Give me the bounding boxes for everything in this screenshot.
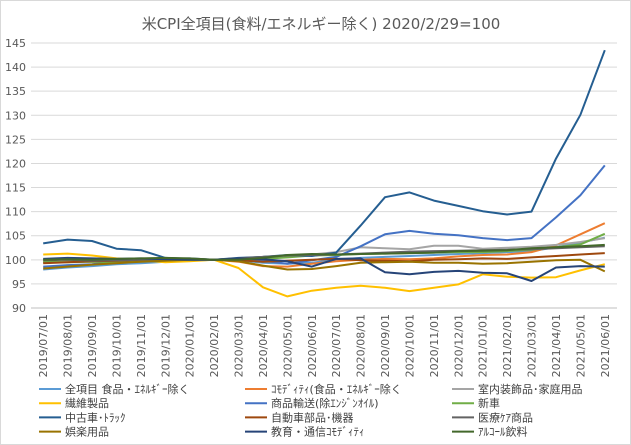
x-tick-label: 2019/12/01 — [159, 314, 172, 377]
legend-label: 娯楽用品 — [65, 425, 109, 439]
legend-label: 商品輸送(除ｴﾝｼﾞﾝｵｲﾙ) — [271, 396, 379, 410]
x-tick-label: 2020/03/01 — [233, 314, 246, 377]
y-axis-ticks: 90 95 100 105 110 115 120 125 130 135 140 145 — [5, 37, 26, 315]
y-tick-label: 105 — [5, 230, 26, 243]
x-tick-label: 2021/02/01 — [501, 314, 514, 377]
legend-label: 全項目 食品・ｴﾈﾙｷﾞｰ除く — [65, 382, 190, 396]
x-tick-label: 2019/07/01 — [37, 314, 50, 377]
chart-title: 米CPI全項目(食料/エネルギー除く) 2020/2/29=100 — [142, 15, 501, 33]
x-tick-label: 2020/09/01 — [379, 314, 392, 377]
y-tick-label: 115 — [5, 182, 26, 195]
x-tick-label: 2021/01/01 — [477, 314, 490, 377]
x-tick-label: 2020/06/01 — [306, 314, 319, 377]
x-tick-label: 2019/11/01 — [135, 314, 148, 377]
legend-label: 室内装飾品･家庭用品 — [478, 382, 583, 396]
x-tick-label: 2020/07/01 — [330, 314, 343, 377]
x-tick-label: 2020/10/01 — [403, 314, 416, 377]
y-tick-label: 145 — [5, 37, 26, 50]
y-tick-label: 90 — [12, 302, 26, 315]
y-tick-label: 120 — [5, 157, 26, 170]
x-tick-label: 2021/03/01 — [526, 314, 539, 377]
x-tick-label: 2019/10/01 — [110, 314, 123, 377]
y-tick-label: 140 — [5, 61, 26, 74]
series-line: 中古車･ﾄﾗｯｸ — [43, 49, 606, 261]
x-tick-label: 2021/06/01 — [599, 314, 612, 377]
legend-label: 中古車･ﾄﾗｯｸ — [65, 410, 126, 424]
y-tick-label: 110 — [5, 206, 26, 219]
y-tick-label: 100 — [5, 254, 26, 267]
y-tick-label: 95 — [12, 278, 26, 291]
x-tick-label: 2019/09/01 — [86, 314, 99, 377]
legend-label: ｺﾓﾃﾞｨﾃｨ(食品・ｴﾈﾙｷﾞｰ除く — [271, 382, 402, 396]
x-tick-label: 2020/01/01 — [184, 314, 197, 377]
x-tick-label: 2021/04/01 — [550, 314, 563, 377]
legend: 全項目 食品・ｴﾈﾙｷﾞｰ除く ｺﾓﾃﾞｨﾃｨ(食品・ｴﾈﾙｷﾞｰ除く 室内装飾品･… — [39, 382, 583, 439]
series-lines: 全項目 食品・ｴﾈﾙｷﾞｰ除くｺﾓﾃﾞｨﾃｨ(食品・ｴﾈﾙｷﾞｰ除く室内装飾品･… — [43, 49, 606, 298]
legend-label: 繊維製品 — [65, 396, 109, 410]
series-line: 娯楽用品 — [43, 258, 606, 273]
x-tick-label: 2020/05/01 — [281, 314, 294, 377]
y-tick-label: 135 — [5, 85, 26, 98]
legend-label: 自動車部品･機器 — [271, 410, 354, 424]
x-axis-ticks: 2019/07/01 2019/08/01 2019/09/01 2019/10/01… — [37, 314, 612, 377]
x-tick-label: 2020/08/01 — [355, 314, 368, 377]
y-tick-label: 125 — [5, 133, 26, 146]
y-tick-label: 130 — [5, 109, 26, 122]
legend-label: 新車 — [478, 396, 500, 410]
legend-label: ｱﾙｺｰﾙ飲料 — [478, 425, 528, 439]
legend-label: 教育・通信ｺﾓﾃﾞｨﾃｨ — [271, 425, 365, 439]
legend-label: 医療ｹｱ商品 — [478, 410, 533, 424]
series-line: ｱﾙｺｰﾙ飲料 — [43, 243, 605, 261]
x-tick-label: 2021/05/01 — [574, 314, 587, 377]
x-tick-label: 2020/04/01 — [257, 314, 270, 377]
x-tick-label: 2020/02/01 — [208, 314, 221, 377]
x-tick-label: 2020/11/01 — [428, 314, 441, 377]
x-tick-label: 2020/12/01 — [452, 314, 465, 377]
x-tick-label: 2019/08/01 — [62, 314, 75, 377]
series-line: 全項目 食品・ｴﾈﾙｷﾞｰ除く — [43, 236, 605, 271]
